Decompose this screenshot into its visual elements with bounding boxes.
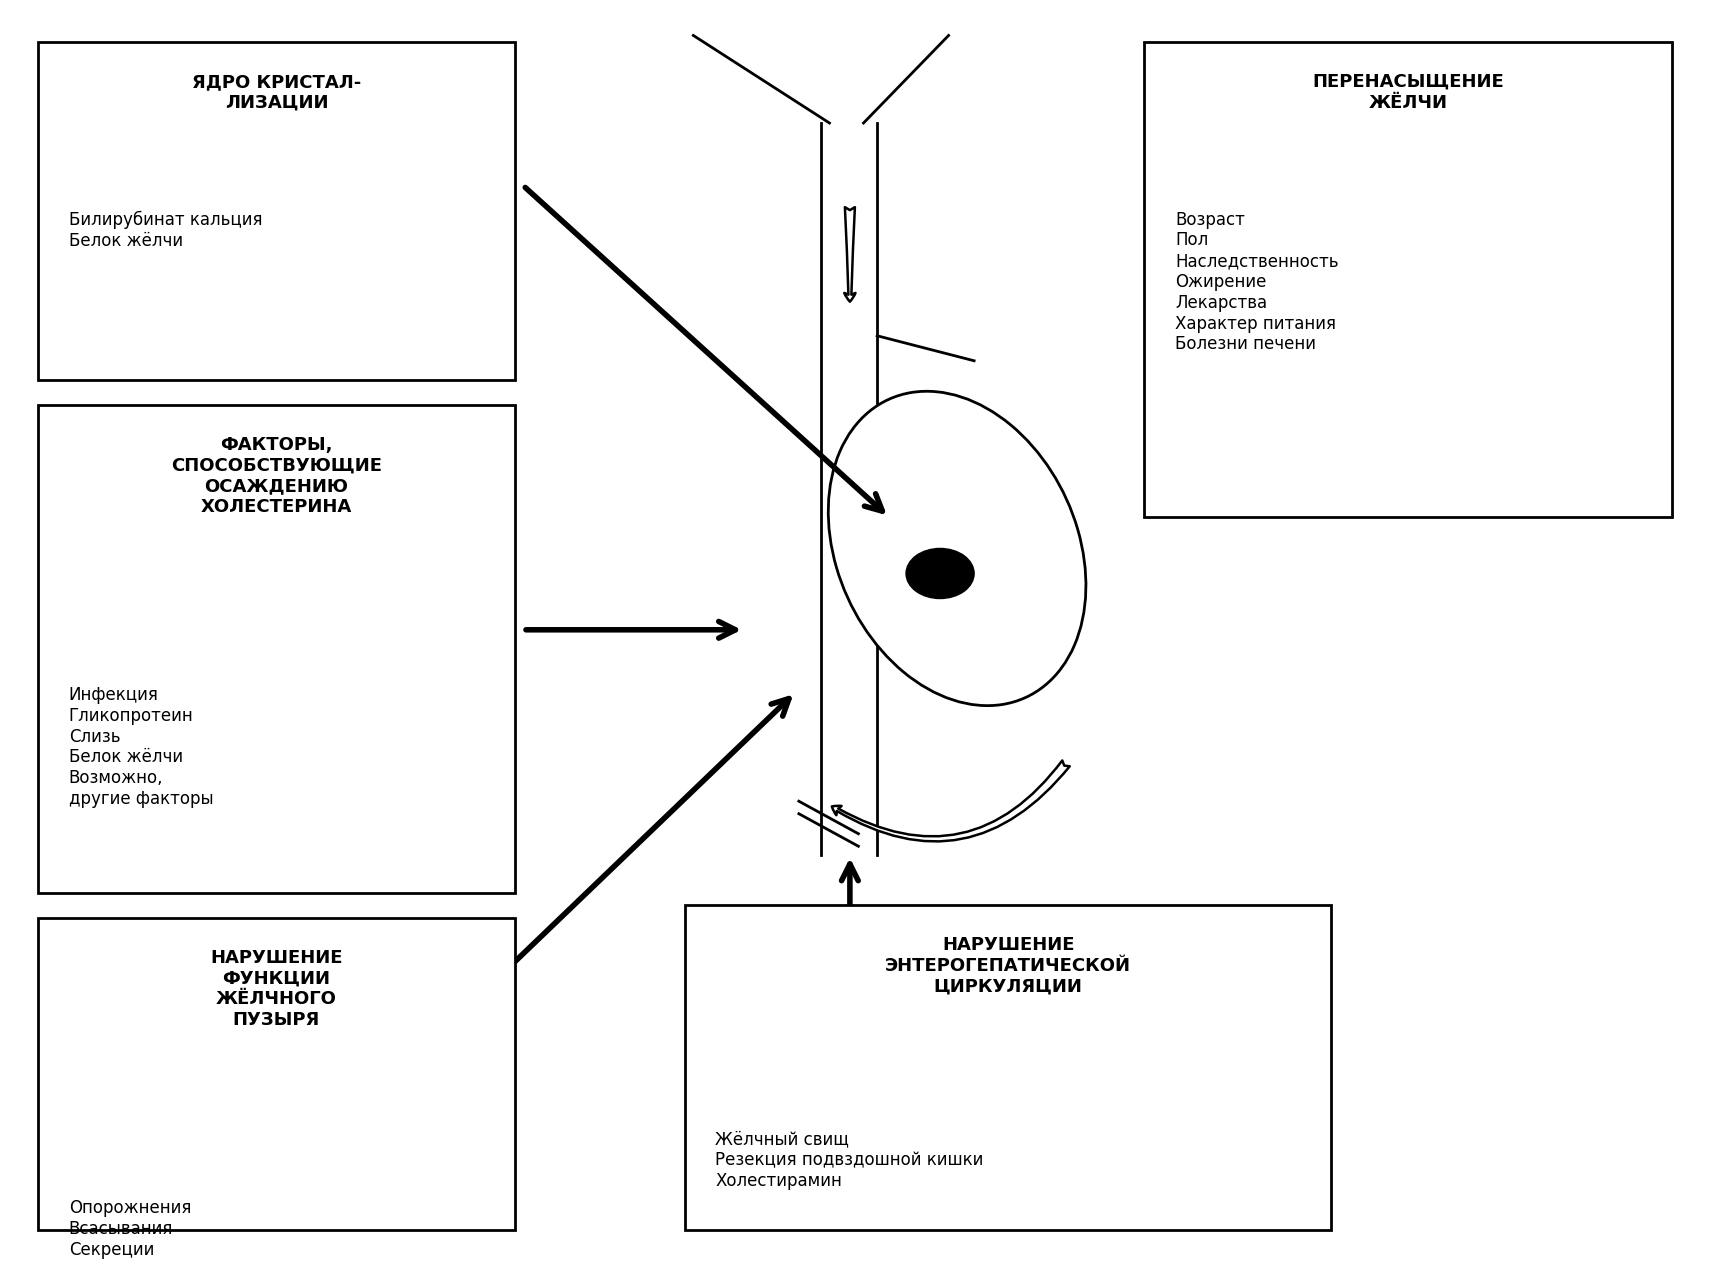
FancyBboxPatch shape bbox=[38, 404, 515, 892]
FancyBboxPatch shape bbox=[38, 42, 515, 380]
FancyBboxPatch shape bbox=[684, 905, 1332, 1230]
Circle shape bbox=[906, 548, 975, 598]
FancyBboxPatch shape bbox=[38, 918, 515, 1230]
Text: Инфекция
Гликопротеин
Слизь
Белок жёлчи
Возможно,
другие факторы: Инфекция Гликопротеин Слизь Белок жёлчи … bbox=[68, 686, 214, 808]
Text: Опорожнения
Всасывания
Секреции: Опорожнения Всасывания Секреции bbox=[68, 1198, 192, 1258]
Text: ПЕРЕНАСЫЩЕНИЕ
ЖЁЛЧИ: ПЕРЕНАСЫЩЕНИЕ ЖЁЛЧИ bbox=[1312, 73, 1503, 112]
Text: НАРУШЕНИЕ
ЭНТЕРОГЕПАТИЧЕСКОЙ
ЦИРКУЛЯЦИИ: НАРУШЕНИЕ ЭНТЕРОГЕПАТИЧЕСКОЙ ЦИРКУЛЯЦИИ bbox=[886, 936, 1130, 996]
Ellipse shape bbox=[828, 391, 1086, 705]
Text: Билирубинат кальция
Белок жёлчи: Билирубинат кальция Белок жёлчи bbox=[68, 210, 262, 250]
Text: НАРУШЕНИЕ
ФУНКЦИИ
ЖЁЛЧНОГО
ПУЗЫРЯ: НАРУШЕНИЕ ФУНКЦИИ ЖЁЛЧНОГО ПУЗЫРЯ bbox=[210, 949, 342, 1029]
Text: ЯДРО КРИСТАЛ-
ЛИЗАЦИИ: ЯДРО КРИСТАЛ- ЛИЗАЦИИ bbox=[192, 73, 361, 112]
FancyBboxPatch shape bbox=[1144, 42, 1672, 518]
Text: Жёлчный свищ
Резекция подвздошной кишки
Холестирамин: Жёлчный свищ Резекция подвздошной кишки … bbox=[715, 1131, 983, 1190]
Text: Возраст
Пол
Наследственность
Ожирение
Лекарства
Характер питания
Болезни печени: Возраст Пол Наследственность Ожирение Ле… bbox=[1175, 210, 1339, 353]
Text: ФАКТОРЫ,
СПОСОБСТВУЮЩИЕ
ОСАЖДЕНИЮ
ХОЛЕСТЕРИНА: ФАКТОРЫ, СПОСОБСТВУЮЩИЕ ОСАЖДЕНИЮ ХОЛЕСТ… bbox=[171, 436, 381, 516]
